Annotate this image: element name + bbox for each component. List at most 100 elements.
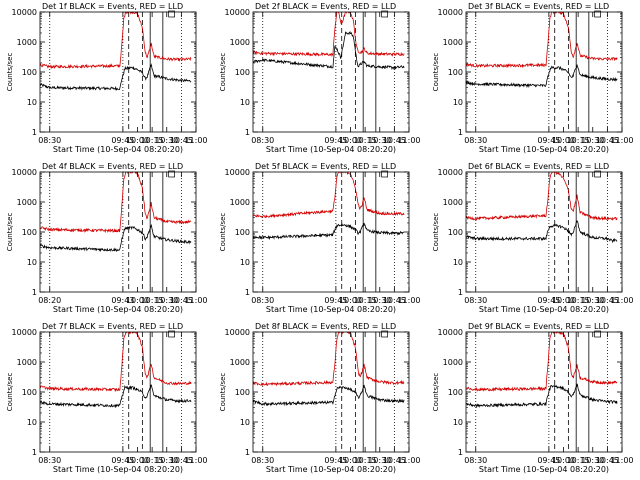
- y-tick-label: 1: [245, 288, 250, 297]
- x-tick-label: 08:20: [38, 296, 61, 305]
- lld-trace-line: [40, 172, 192, 234]
- y-tick-label: 100: [448, 388, 463, 397]
- y-axis-label: Counts/sec: [432, 373, 440, 412]
- y-tick-label: 10: [27, 258, 37, 267]
- events-trace-line: [40, 63, 192, 91]
- plot-frame: [465, 331, 623, 453]
- plot-frame: [39, 11, 197, 133]
- x-tick-label: 09:43: [111, 296, 134, 305]
- x-axis-label: Start Time (10-Sep-04 08:20:20): [53, 145, 183, 154]
- x-tick-label: 10:30: [368, 136, 391, 145]
- x-tick-label: 08:30: [464, 456, 487, 465]
- panel-title: Det 2f BLACK = Events, RED = LLD: [255, 2, 396, 11]
- x-tick-label: 11:00: [610, 456, 633, 465]
- x-axis-label: Start Time (10-Sep-04 08:20:20): [266, 305, 396, 314]
- x-tick-label: 10:15: [354, 296, 377, 305]
- y-tick-label: 100: [448, 228, 463, 237]
- lld-trace-line: [466, 172, 618, 221]
- events-trace-line: [466, 63, 618, 89]
- y-tick-label: 10000: [438, 328, 463, 337]
- x-tick-label: 10:30: [581, 136, 604, 145]
- panel-title: Det 3f BLACK = Events, RED = LLD: [468, 2, 609, 11]
- y-tick-label: 1: [458, 448, 463, 457]
- y-axis-label: Counts/sec: [6, 373, 14, 412]
- x-tick-label: 10:45: [383, 456, 406, 465]
- lld-trace-line: [253, 332, 405, 387]
- x-tick-label: 11:00: [610, 296, 633, 305]
- y-axis-label: Counts/sec: [432, 213, 440, 252]
- x-axis-label: Start Time (10-Sep-04 08:20:20): [479, 305, 609, 314]
- x-tick-label: 10:45: [170, 456, 193, 465]
- x-tick-label: 08:30: [251, 296, 274, 305]
- y-tick-label: 1000: [17, 38, 37, 47]
- y-axis-label: Counts/sec: [219, 53, 227, 92]
- square-marker: [381, 330, 388, 338]
- x-tick-label: 09:45: [537, 456, 560, 465]
- y-tick-label: 10000: [12, 8, 37, 17]
- panel-title: Det 7f BLACK = Events, RED = LLD: [42, 322, 183, 331]
- x-tick-label: 10:15: [567, 136, 590, 145]
- events-trace-line: [253, 31, 405, 70]
- panel-title: Det 5f BLACK = Events, RED = LLD: [255, 162, 396, 171]
- y-tick-label: 1000: [17, 358, 37, 367]
- events-trace-line: [466, 383, 618, 409]
- x-tick-label: 11:00: [610, 136, 633, 145]
- x-axis-label: Start Time (10-Sep-04 08:20:20): [479, 465, 609, 474]
- panel-title: Det 9f BLACK = Events, RED = LLD: [468, 322, 609, 331]
- x-tick-label: 10:30: [581, 296, 604, 305]
- y-axis-label: Counts/sec: [6, 53, 14, 92]
- detector-panel: Det 8f BLACK = Events, RED = LLD 1 10 100 10…: [219, 322, 421, 474]
- x-tick-label: 10:45: [596, 296, 619, 305]
- x-tick-label: 11:00: [397, 296, 420, 305]
- y-tick-label: 1: [245, 128, 250, 137]
- x-tick-label: 09:45: [324, 296, 347, 305]
- x-tick-label: 10:45: [170, 296, 193, 305]
- y-tick-label: 1000: [230, 38, 250, 47]
- x-tick-label: 10:00: [339, 136, 362, 145]
- x-tick-label: 10:00: [126, 456, 149, 465]
- panel-title: Det 8f BLACK = Events, RED = LLD: [255, 322, 396, 331]
- y-tick-label: 10: [453, 418, 463, 427]
- x-tick-label: 10:30: [368, 456, 391, 465]
- detector-panel: Det 7f BLACK = Events, RED = LLD 1 10 100 10…: [6, 322, 208, 474]
- x-tick-label: 10:15: [567, 296, 590, 305]
- y-tick-label: 100: [22, 228, 37, 237]
- lld-trace-line: [253, 172, 405, 219]
- events-trace-line: [40, 384, 192, 409]
- x-tick-label: 10:00: [552, 136, 575, 145]
- y-tick-label: 1000: [443, 38, 463, 47]
- x-tick-label: 10:15: [354, 456, 377, 465]
- x-tick-label: 10:00: [126, 296, 149, 305]
- y-tick-label: 1000: [17, 198, 37, 207]
- x-tick-label: 09:45: [537, 136, 560, 145]
- y-tick-label: 1000: [230, 198, 250, 207]
- x-axis-label: Start Time (10-Sep-04 08:20:20): [266, 145, 396, 154]
- x-axis-label: Start Time (10-Sep-04 08:20:20): [479, 145, 609, 154]
- y-tick-label: 10000: [225, 8, 250, 17]
- y-tick-label: 1: [32, 128, 37, 137]
- x-tick-label: 09:45: [324, 136, 347, 145]
- lld-trace-line: [466, 12, 618, 69]
- y-tick-label: 10: [453, 98, 463, 107]
- x-tick-label: 10:15: [354, 136, 377, 145]
- detector-panel: Det 3f BLACK = Events, RED = LLD 1 10 100 10…: [432, 2, 634, 154]
- x-tick-label: 10:45: [596, 136, 619, 145]
- events-trace-line: [253, 222, 405, 241]
- x-tick-label: 09:45: [537, 296, 560, 305]
- square-marker: [381, 170, 388, 178]
- y-tick-label: 1: [32, 448, 37, 457]
- x-tick-label: 08:30: [38, 456, 61, 465]
- lld-trace-line: [40, 12, 192, 70]
- x-tick-label: 11:00: [184, 456, 207, 465]
- y-tick-label: 1000: [443, 358, 463, 367]
- x-axis-label: Start Time (10-Sep-04 08:20:20): [266, 465, 396, 474]
- x-tick-label: 09:45: [324, 456, 347, 465]
- y-tick-label: 10: [240, 258, 250, 267]
- y-tick-label: 1: [32, 288, 37, 297]
- plot-frame: [465, 11, 623, 133]
- square-marker: [381, 10, 388, 18]
- y-tick-label: 10000: [438, 168, 463, 177]
- detector-panel: Det 4f BLACK = Events, RED = LLD 1 10 100 10…: [6, 162, 208, 314]
- y-tick-label: 1: [458, 288, 463, 297]
